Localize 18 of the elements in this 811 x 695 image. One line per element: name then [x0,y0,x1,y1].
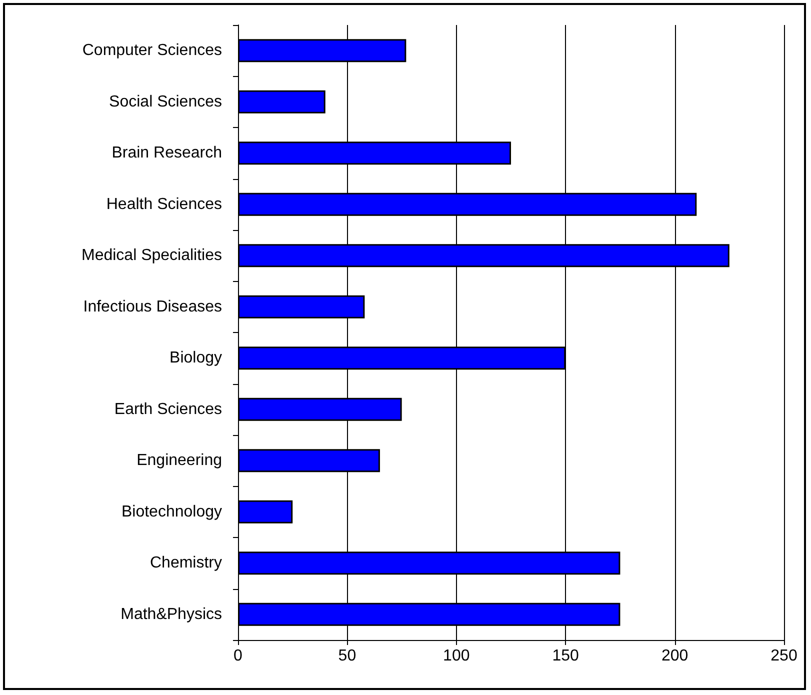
x-tick-label: 200 [661,648,688,664]
x-tick-label: 150 [552,648,580,664]
y-tick-label: Chemistry [150,554,222,572]
x-tick-label: 250 [770,648,798,664]
x-tick-label: 50 [338,648,356,664]
y-tick-label: Social Sciences [109,93,222,110]
y-tick-label: Computer Sciences [82,42,222,60]
y-tick-label: Brain Research [112,144,222,162]
y-tick-label: Medical Specialities [81,247,222,264]
y-tick-label: Infectious Diseases [83,298,222,316]
y-tick-label: Earth Sciences [114,400,222,418]
y-tick-label: Health Sciences [106,196,222,213]
x-tick-label: 0 [234,648,243,664]
y-tick-label: Biology [170,350,222,367]
x-tick-label: 100 [443,648,470,664]
y-tick-label: Math&Physics [120,606,222,623]
y-tick-label: Biotechnology [121,503,222,520]
y-tick-label: Engineering [136,452,222,470]
